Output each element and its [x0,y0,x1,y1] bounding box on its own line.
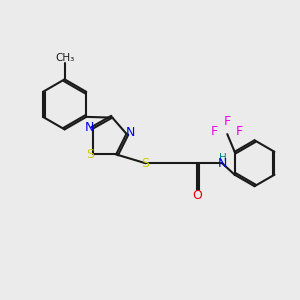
Text: N: N [84,121,94,134]
Text: N: N [125,126,135,139]
Text: S: S [142,157,150,170]
Text: F: F [236,125,243,138]
Text: N: N [218,157,227,170]
Text: S: S [86,148,94,161]
Text: F: F [224,115,231,128]
Text: F: F [211,125,218,138]
Text: H: H [219,153,226,163]
Text: CH₃: CH₃ [55,53,74,63]
Text: O: O [192,188,202,202]
